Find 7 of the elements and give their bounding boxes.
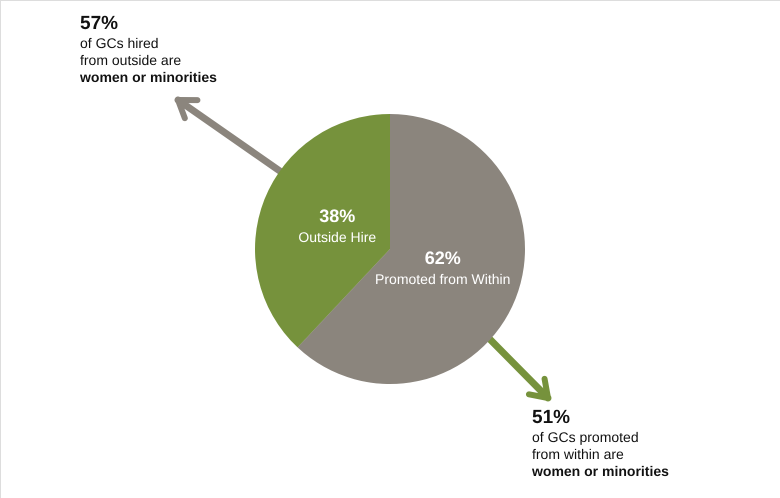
slice-label: Outside Hire [298, 229, 376, 246]
pie-slice [298, 114, 525, 384]
slice-label: Promoted from Within [375, 270, 510, 287]
text: 51% of GCs promoted from within are women or minorities [531, 407, 670, 479]
text: 57% of GCs hired from outside are women or minorities [79, 13, 218, 85]
data-label: 38% [319, 206, 356, 226]
data-label: 62% [424, 248, 461, 268]
